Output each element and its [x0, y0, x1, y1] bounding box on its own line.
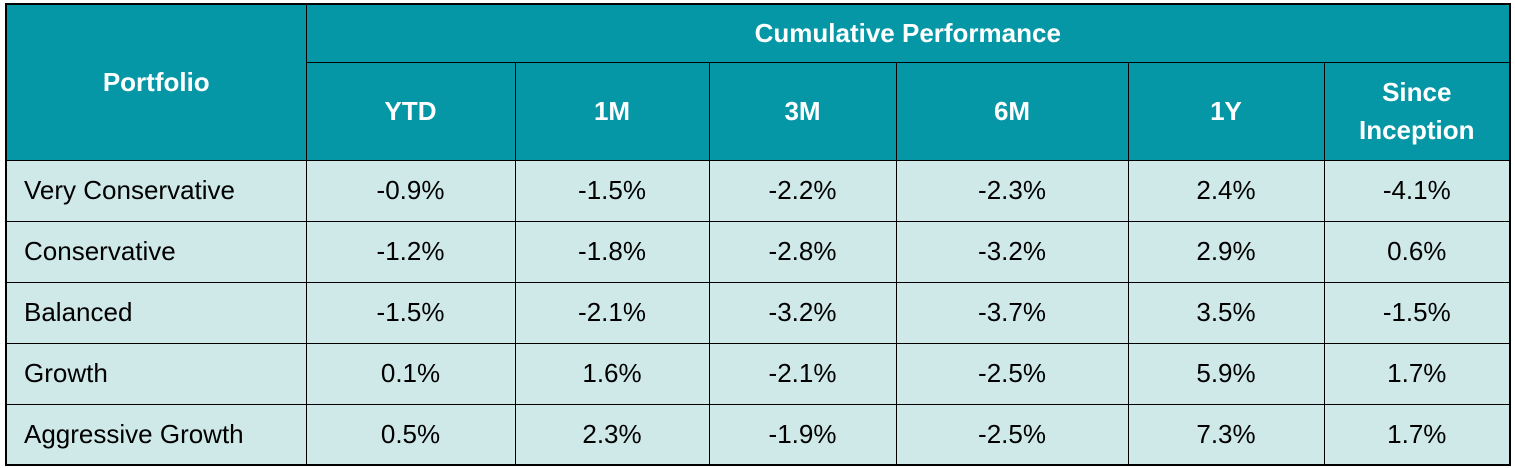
column-header-6m: 6M — [895, 61, 1129, 161]
value-cell: 1.7% — [1323, 342, 1511, 405]
column-header-ytd: YTD — [305, 61, 516, 161]
value-cell: 0.5% — [305, 403, 516, 466]
value-cell: -0.9% — [305, 159, 516, 222]
portfolio-column-header: Portfolio — [5, 3, 307, 161]
table-row: Aggressive Growth 0.5% 2.3% -1.9% -2.5% … — [5, 403, 1511, 466]
value-cell: -1.5% — [305, 281, 516, 344]
value-cell: -2.2% — [708, 159, 897, 222]
value-cell: 1.6% — [514, 342, 710, 405]
portfolio-name-cell: Balanced — [5, 281, 307, 344]
value-cell: -4.1% — [1323, 159, 1511, 222]
value-cell: 2.4% — [1127, 159, 1325, 222]
value-cell: 7.3% — [1127, 403, 1325, 466]
value-cell: -3.2% — [895, 220, 1129, 283]
value-cell: -2.8% — [708, 220, 897, 283]
value-cell: -2.5% — [895, 403, 1129, 466]
value-cell: -3.2% — [708, 281, 897, 344]
value-cell: 0.1% — [305, 342, 516, 405]
column-header-since-inception: Since Inception — [1323, 61, 1511, 161]
portfolio-name-cell: Aggressive Growth — [5, 403, 307, 466]
value-cell: -2.3% — [895, 159, 1129, 222]
value-cell: -2.5% — [895, 342, 1129, 405]
column-header-3m: 3M — [708, 61, 897, 161]
table-row: Balanced -1.5% -2.1% -3.2% -3.7% 3.5% -1… — [5, 281, 1511, 344]
portfolio-name-cell: Growth — [5, 342, 307, 405]
value-cell: 5.9% — [1127, 342, 1325, 405]
value-cell: -2.1% — [708, 342, 897, 405]
value-cell: 1.7% — [1323, 403, 1511, 466]
portfolio-name-cell: Conservative — [5, 220, 307, 283]
value-cell: -2.1% — [514, 281, 710, 344]
table-row: Growth 0.1% 1.6% -2.1% -2.5% 5.9% 1.7% — [5, 342, 1511, 405]
performance-table: Portfolio Cumulative Performance YTD 1M … — [5, 3, 1512, 466]
cumulative-performance-header: Cumulative Performance — [305, 3, 1511, 63]
value-cell: -1.9% — [708, 403, 897, 466]
table-row: Very Conservative -0.9% -1.5% -2.2% -2.3… — [5, 159, 1511, 222]
value-cell: -1.5% — [1323, 281, 1511, 344]
column-header-1m: 1M — [514, 61, 710, 161]
value-cell: -1.8% — [514, 220, 710, 283]
value-cell: 3.5% — [1127, 281, 1325, 344]
column-header-1y: 1Y — [1127, 61, 1325, 161]
value-cell: -1.5% — [514, 159, 710, 222]
value-cell: 2.3% — [514, 403, 710, 466]
value-cell: 2.9% — [1127, 220, 1325, 283]
table-row: Conservative -1.2% -1.8% -2.8% -3.2% 2.9… — [5, 220, 1511, 283]
portfolio-name-cell: Very Conservative — [5, 159, 307, 222]
value-cell: -3.7% — [895, 281, 1129, 344]
value-cell: 0.6% — [1323, 220, 1511, 283]
value-cell: -1.2% — [305, 220, 516, 283]
period-header-row: YTD 1M 3M 6M 1Y Since Inception — [6, 61, 1511, 161]
